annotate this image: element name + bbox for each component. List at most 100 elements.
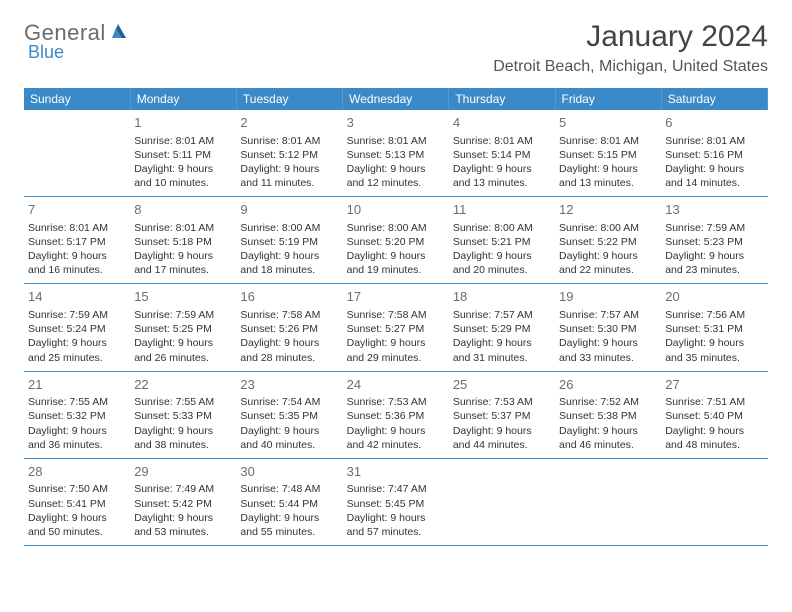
sunrise-line: Sunrise: 8:01 AM [134,221,232,235]
sunset-line: Sunset: 5:18 PM [134,235,232,249]
calendar-cell: 2Sunrise: 8:01 AMSunset: 5:12 PMDaylight… [236,110,342,197]
daylight-line: Daylight: 9 hours and 44 minutes. [453,424,551,452]
day-number: 5 [559,114,657,132]
daylight-line: Daylight: 9 hours and 25 minutes. [28,336,126,364]
sunrise-line: Sunrise: 7:59 AM [665,221,763,235]
sunrise-line: Sunrise: 7:53 AM [347,395,445,409]
weekday-header: Saturday [661,88,767,110]
day-number: 6 [665,114,763,132]
calendar-cell [555,458,661,545]
logo-text-blue: Blue [28,42,64,63]
sunset-line: Sunset: 5:29 PM [453,322,551,336]
daylight-line: Daylight: 9 hours and 38 minutes. [134,424,232,452]
sunrise-line: Sunrise: 8:01 AM [665,134,763,148]
sunrise-line: Sunrise: 8:00 AM [347,221,445,235]
sunrise-line: Sunrise: 7:52 AM [559,395,657,409]
weekday-header: Tuesday [236,88,342,110]
daylight-line: Daylight: 9 hours and 14 minutes. [665,162,763,190]
calendar-cell [661,458,767,545]
weekday-header: Sunday [24,88,130,110]
weekday-header: Monday [130,88,236,110]
daylight-line: Daylight: 9 hours and 20 minutes. [453,249,551,277]
daylight-line: Daylight: 9 hours and 26 minutes. [134,336,232,364]
calendar-cell: 29Sunrise: 7:49 AMSunset: 5:42 PMDayligh… [130,458,236,545]
sunset-line: Sunset: 5:17 PM [28,235,126,249]
sunset-line: Sunset: 5:42 PM [134,497,232,511]
day-number: 9 [240,201,338,219]
calendar-cell: 30Sunrise: 7:48 AMSunset: 5:44 PMDayligh… [236,458,342,545]
sunrise-line: Sunrise: 7:57 AM [453,308,551,322]
calendar-cell: 14Sunrise: 7:59 AMSunset: 5:24 PMDayligh… [24,284,130,371]
sunset-line: Sunset: 5:22 PM [559,235,657,249]
calendar-row: 1Sunrise: 8:01 AMSunset: 5:11 PMDaylight… [24,110,768,197]
day-number: 31 [347,463,445,481]
sunset-line: Sunset: 5:45 PM [347,497,445,511]
daylight-line: Daylight: 9 hours and 46 minutes. [559,424,657,452]
day-number: 12 [559,201,657,219]
sunrise-line: Sunrise: 7:58 AM [347,308,445,322]
daylight-line: Daylight: 9 hours and 42 minutes. [347,424,445,452]
daylight-line: Daylight: 9 hours and 13 minutes. [559,162,657,190]
sunrise-line: Sunrise: 8:01 AM [559,134,657,148]
sunset-line: Sunset: 5:26 PM [240,322,338,336]
daylight-line: Daylight: 9 hours and 28 minutes. [240,336,338,364]
sunset-line: Sunset: 5:19 PM [240,235,338,249]
calendar-cell: 4Sunrise: 8:01 AMSunset: 5:14 PMDaylight… [449,110,555,197]
day-number: 3 [347,114,445,132]
calendar-cell: 19 Sunrise: 7:57 AMSunset: 5:30 PMDayligh… [555,284,661,371]
sunset-line: Sunset: 5:30 PM [559,322,657,336]
day-number: 2 [240,114,338,132]
day-number: 8 [134,201,232,219]
daylight-line: Daylight: 9 hours and 53 minutes. [134,511,232,539]
daylight-line: Daylight: 9 hours and 10 minutes. [134,162,232,190]
weekday-header: Wednesday [343,88,449,110]
daylight-line: Daylight: 9 hours and 23 minutes. [665,249,763,277]
day-number: 11 [453,201,551,219]
sunrise-line: Sunrise: 8:01 AM [240,134,338,148]
calendar-cell: 16Sunrise: 7:58 AMSunset: 5:26 PMDayligh… [236,284,342,371]
calendar-cell: 17Sunrise: 7:58 AMSunset: 5:27 PMDayligh… [343,284,449,371]
sunset-line: Sunset: 5:20 PM [347,235,445,249]
calendar-cell: 24Sunrise: 7:53 AMSunset: 5:36 PMDayligh… [343,371,449,458]
day-number: 19 [559,288,657,306]
day-number: 28 [28,463,126,481]
day-number: 4 [453,114,551,132]
sunrise-line: Sunrise: 8:01 AM [134,134,232,148]
sunset-line: Sunset: 5:31 PM [665,322,763,336]
calendar-cell: 13Sunrise: 7:59 AMSunset: 5:23 PMDayligh… [661,197,767,284]
calendar-cell: 3Sunrise: 8:01 AMSunset: 5:13 PMDaylight… [343,110,449,197]
day-number: 1 [134,114,232,132]
calendar-cell: 1Sunrise: 8:01 AMSunset: 5:11 PMDaylight… [130,110,236,197]
sunset-line: Sunset: 5:16 PM [665,148,763,162]
sunrise-line: Sunrise: 7:53 AM [453,395,551,409]
calendar-cell: 18Sunrise: 7:57 AMSunset: 5:29 PMDayligh… [449,284,555,371]
weekday-header: Friday [555,88,661,110]
sunrise-line: Sunrise: 7:59 AM [134,308,232,322]
sunrise-line: Sunrise: 7:55 AM [134,395,232,409]
sunrise-line: Sunrise: 7:47 AM [347,482,445,496]
day-number: 23 [240,376,338,394]
day-number: 10 [347,201,445,219]
calendar-cell: 27Sunrise: 7:51 AMSunset: 5:40 PMDayligh… [661,371,767,458]
sunrise-line: Sunrise: 7:57 AM [559,308,657,322]
weekday-header: Thursday [449,88,555,110]
sunset-line: Sunset: 5:12 PM [240,148,338,162]
calendar-cell: 20Sunrise: 7:56 AMSunset: 5:31 PMDayligh… [661,284,767,371]
day-number: 14 [28,288,126,306]
sunrise-line: Sunrise: 8:01 AM [347,134,445,148]
daylight-line: Daylight: 9 hours and 16 minutes. [28,249,126,277]
day-number: 25 [453,376,551,394]
daylight-line: Daylight: 9 hours and 33 minutes. [559,336,657,364]
daylight-line: Daylight: 9 hours and 19 minutes. [347,249,445,277]
daylight-line: Daylight: 9 hours and 22 minutes. [559,249,657,277]
calendar-cell: 26Sunrise: 7:52 AMSunset: 5:38 PMDayligh… [555,371,661,458]
calendar-cell: 11Sunrise: 8:00 AMSunset: 5:21 PMDayligh… [449,197,555,284]
sunset-line: Sunset: 5:27 PM [347,322,445,336]
sunset-line: Sunset: 5:14 PM [453,148,551,162]
location: Detroit Beach, Michigan, United States [493,58,768,76]
sunset-line: Sunset: 5:32 PM [28,409,126,423]
daylight-line: Daylight: 9 hours and 12 minutes. [347,162,445,190]
day-number: 20 [665,288,763,306]
calendar-row: 21Sunrise: 7:55 AMSunset: 5:32 PMDayligh… [24,371,768,458]
calendar-cell: 6 Sunrise: 8:01 AMSunset: 5:16 PMDaylight… [661,110,767,197]
